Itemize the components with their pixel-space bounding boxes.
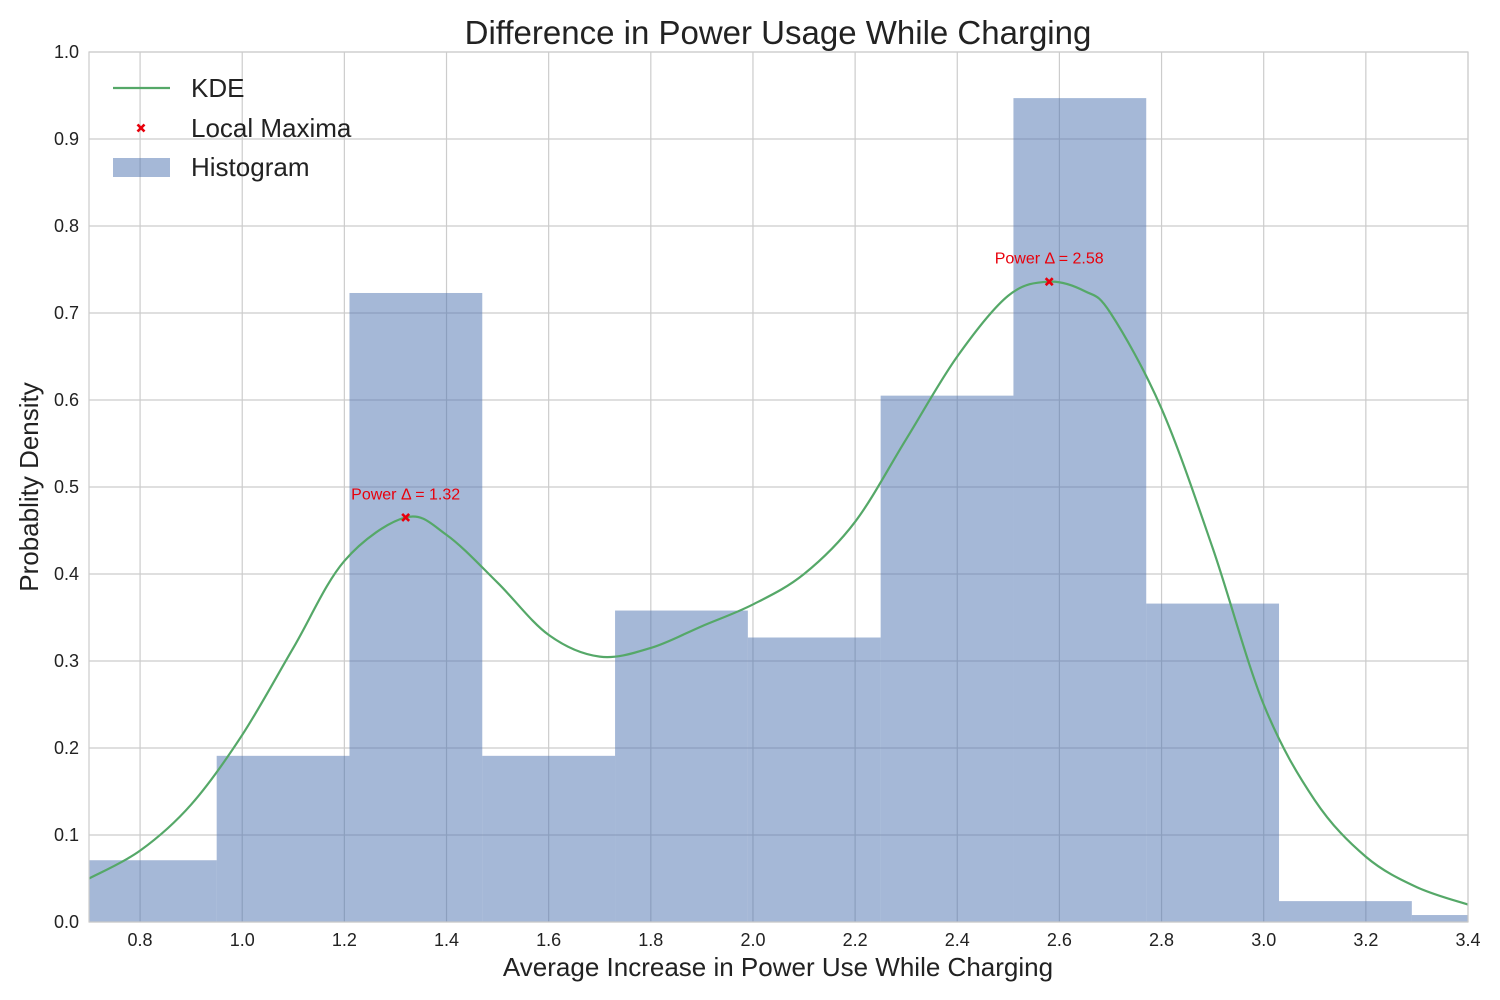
y-tick-label: 0.3 — [54, 651, 79, 671]
legend-local-maxima-label: Local Maxima — [191, 113, 352, 143]
x-tick-label: 1.2 — [332, 930, 357, 950]
x-tick-label: 3.0 — [1251, 930, 1276, 950]
local-maximum-marker — [401, 513, 411, 522]
histogram-bar — [1279, 901, 1412, 922]
legend-histogram-label: Histogram — [191, 152, 309, 182]
x-tick-label: 1.8 — [638, 930, 663, 950]
legend-item-histogram: Histogram — [113, 152, 309, 182]
histogram-bar — [747, 637, 881, 922]
histogram-bar — [89, 860, 217, 922]
x-tick-label: 2.8 — [1149, 930, 1174, 950]
local-maximum-label: Power Δ = 1.32 — [351, 486, 460, 503]
plot-frame — [88, 51, 1469, 923]
legend-maxima-swatch — [136, 123, 146, 133]
legend-kde-label: KDE — [191, 73, 244, 103]
histogram-bar — [880, 395, 1014, 922]
y-tick-label: 0.0 — [54, 912, 79, 932]
chart-title: Difference in Power Usage While Charging — [465, 14, 1092, 51]
kde-curve-group — [88, 280, 1469, 906]
legend-item-local-maxima: Local Maxima — [136, 113, 352, 143]
y-tick-label: 0.5 — [54, 477, 79, 497]
y-tick-label: 0.7 — [54, 303, 79, 323]
x-tick-label: 2.6 — [1047, 930, 1072, 950]
y-tick-label: 0.1 — [54, 825, 79, 845]
axes: 0.8 1.0 1.2 1.4 1.6 1.8 2.0 2.2 2.4 2.6 2.8 3.0 3.2 3… — [54, 42, 1481, 950]
histogram-bars — [89, 98, 1468, 923]
histogram-bar — [615, 610, 748, 922]
y-tick-label: 0.2 — [54, 738, 79, 758]
y-tick-label: 0.4 — [54, 564, 79, 584]
y-axis-title: Probablity Density — [14, 382, 44, 592]
legend-histogram-swatch — [113, 158, 170, 177]
x-tick-label: 2.2 — [843, 930, 868, 950]
histogram-bar — [216, 755, 350, 922]
histogram-bar — [1013, 98, 1147, 923]
x-tick-label: 1.0 — [230, 930, 255, 950]
x-tick-label: 1.6 — [536, 930, 561, 950]
y-tick-label: 0.6 — [54, 390, 79, 410]
x-tick-label: 3.4 — [1455, 930, 1480, 950]
x-tick-label: 2.4 — [945, 930, 970, 950]
x-tick-label: 0.8 — [128, 930, 153, 950]
local-maximum-marker — [1044, 277, 1054, 287]
local-maxima-group: Power Δ = 1.32 Power Δ = 2.58 — [351, 251, 1104, 522]
x-tick-label: 3.2 — [1353, 930, 1378, 950]
histogram-bar — [349, 292, 483, 922]
histogram-bar — [1146, 603, 1280, 922]
y-tick-label: 0.9 — [54, 129, 79, 149]
legend: KDE Local Maxima Histogram — [113, 73, 352, 182]
legend-item-kde: KDE — [113, 73, 244, 103]
x-tick-label: 2.0 — [740, 930, 765, 950]
x-tick-label: 1.4 — [434, 930, 459, 950]
local-maximum-label: Power Δ = 2.58 — [995, 251, 1104, 268]
x-axis-title: Average Increase in Power Use While Char… — [503, 952, 1053, 982]
kde-curve — [88, 280, 1469, 906]
histogram-bar — [1411, 915, 1468, 922]
y-tick-label: 0.8 — [54, 216, 79, 236]
y-tick-label: 1.0 — [54, 42, 79, 62]
histogram-bar — [482, 755, 616, 922]
